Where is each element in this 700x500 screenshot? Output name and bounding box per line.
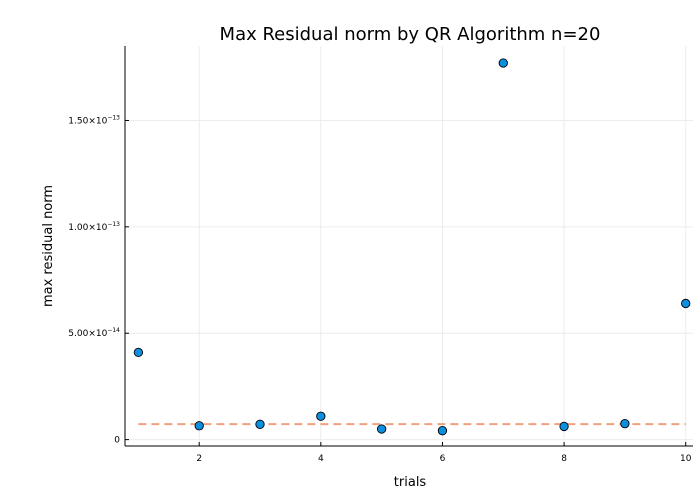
- y-tick-label-base: 1.50×10: [68, 116, 107, 126]
- grid: [125, 46, 693, 446]
- data-point: [620, 419, 630, 429]
- y-tick-label-exponent: −14: [107, 327, 120, 334]
- y-tick-label-base: 5.00×10: [68, 329, 107, 339]
- x-axis-ticks: 2 4 6 8 10: [196, 442, 692, 464]
- y-axis-label: max residual norm: [41, 185, 56, 307]
- y-tick-label-base: 1.00×10: [68, 223, 107, 233]
- data-point: [255, 419, 265, 429]
- data-point: [133, 347, 144, 358]
- data-points: [133, 58, 691, 436]
- data-point: [437, 426, 448, 436]
- y-tick-label-base: 0: [114, 436, 120, 446]
- x-tick-label: 4: [318, 454, 324, 464]
- x-tick-label: 10: [680, 454, 692, 464]
- y-tick-label-exponent: −13: [107, 114, 120, 121]
- y-axis-ticks: 05.00×10−141.00×10−131.50×10−13: [68, 114, 129, 446]
- data-point: [316, 411, 326, 421]
- x-axis-label: trials: [394, 475, 427, 490]
- data-point: [681, 298, 691, 309]
- y-tick-label: 1.00×10−13: [68, 221, 120, 233]
- data-point: [559, 421, 569, 432]
- data-point: [498, 58, 508, 68]
- y-tick-label: 0: [114, 436, 120, 446]
- x-tick-label: 2: [196, 454, 202, 464]
- data-point: [194, 421, 204, 431]
- x-tick-label: 6: [440, 454, 446, 464]
- y-tick-label: 5.00×10−14: [68, 327, 120, 339]
- chart-title: Max Residual norm by QR Algorithm n=20: [220, 24, 601, 45]
- y-tick-label: 1.50×10−13: [68, 114, 120, 126]
- y-tick-label-exponent: −13: [107, 221, 120, 228]
- data-point: [376, 424, 387, 434]
- x-tick-label: 8: [561, 454, 567, 464]
